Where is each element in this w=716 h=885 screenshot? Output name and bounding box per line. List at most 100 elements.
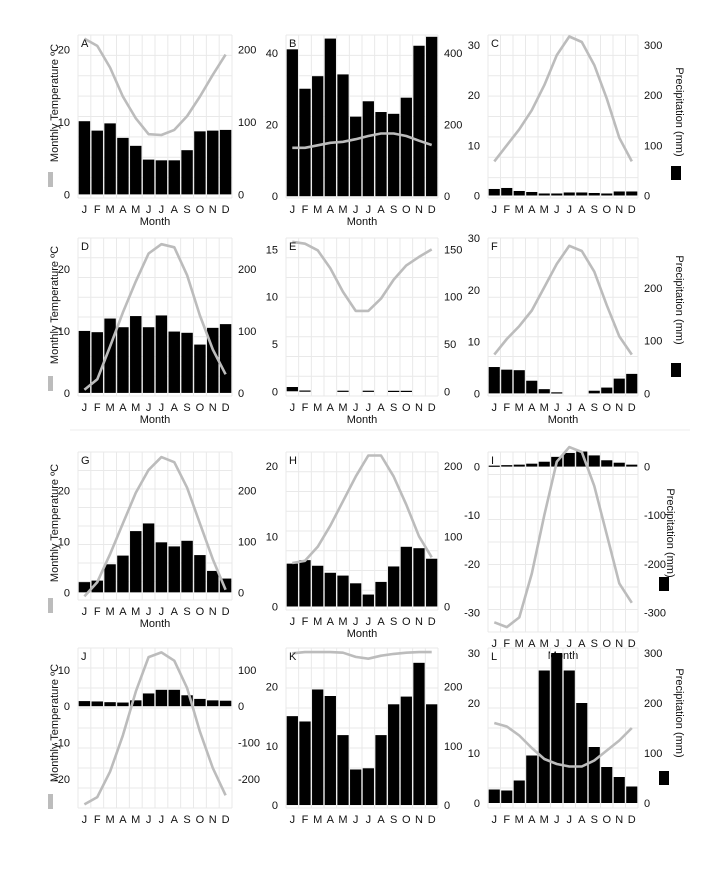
panel-a-xtick: O [196, 204, 205, 216]
panel-i-ytick-left: -20 [464, 559, 480, 571]
panel-h-precip-bar [413, 548, 425, 607]
panel-e-ytick-left: 0 [272, 386, 278, 398]
panel-h-precip-bar [362, 594, 374, 607]
panel-i-ytick-right: 0 [644, 462, 650, 474]
panel-b-xtick: J [353, 204, 359, 216]
panel-e-xtick: J [353, 402, 359, 414]
panel-c-precip-bar [551, 193, 563, 196]
panel-b-precip-bar [312, 76, 324, 197]
panel-h-ytick-left: 20 [266, 461, 278, 473]
panel-i-precip-bar [613, 462, 625, 467]
panel-l-xtick: O [602, 814, 611, 826]
panel-b-ytick-right: 200 [444, 120, 462, 132]
panel-h-precip-bar [400, 546, 412, 607]
panel-l-ytick-right: 0 [644, 798, 650, 810]
temperature-legend-swatch [48, 376, 53, 391]
panel-c-xtick: M [515, 204, 524, 216]
panel-j-precip-bar [219, 700, 232, 707]
panel-f-xtick: J [554, 402, 560, 414]
panel-l-ytick-left: 10 [468, 748, 480, 760]
panel-l-precip-bar [551, 653, 563, 803]
panel-l-precip-bar [613, 777, 625, 803]
panel-k-precip-bar [362, 768, 374, 806]
panel-e-xtick: D [428, 402, 436, 414]
panel-i-ytick-right: -300 [644, 608, 666, 620]
panel-a-xtick: N [209, 204, 217, 216]
panel-c-xtick: D [628, 204, 636, 216]
panel-g-xtick: M [131, 606, 140, 618]
panel-k-precip-bar [286, 716, 298, 806]
panel-k-temperature-line [292, 650, 432, 661]
panel-h-xtick: A [377, 616, 385, 628]
panel-b-xtick: A [377, 204, 385, 216]
panel-c-precip-bar [501, 187, 513, 196]
panel-b-precip-bar [337, 74, 349, 197]
panel-h-xtick: N [415, 616, 423, 628]
panel-i-precip-bar [526, 463, 538, 467]
panel-l-precip-bar [563, 670, 575, 803]
panel-i-precip-bar [513, 464, 525, 467]
panel-e-xtick: S [390, 402, 397, 414]
panel-k-ytick-right: 200 [444, 682, 462, 694]
panel-d-xtick: D [222, 402, 230, 414]
panel-g-xtick: O [196, 606, 205, 618]
panel-c-xtick: A [528, 204, 536, 216]
panel-c-ytick-right: 100 [644, 140, 662, 152]
panel-g-precip-bar [104, 564, 116, 593]
panel-e-xtick: A [377, 402, 385, 414]
panel-f-xtick: J [567, 402, 573, 414]
panel-h-ytick-left: 0 [272, 601, 278, 613]
panel-f-ytick-left: 0 [474, 388, 480, 400]
panel-c-precip-bar [601, 193, 613, 196]
panel-j-xtick: J [82, 814, 88, 826]
panel-f-ytick-right: 0 [644, 388, 650, 400]
panel-d-precip-bar [78, 330, 91, 393]
panel-i-ytick-left: -10 [464, 510, 480, 522]
panel-c-xtick: J [567, 204, 573, 216]
panel-h-xtick: J [353, 616, 359, 628]
panel-c-xtick: J [554, 204, 560, 216]
panel-d-xtick: N [209, 402, 217, 414]
panel-i-xtick: M [540, 638, 549, 650]
panel-c-xtick: S [591, 204, 598, 216]
y-label-left-row2: Monthly Temperature ºC [49, 246, 61, 364]
y-label-right-row1: Precipitation (mm) [673, 67, 685, 156]
y-label-right-row3: Precipitation (mm) [664, 488, 676, 577]
y-label-right-row4: Precipitation (mm) [673, 668, 685, 757]
panel-b-ytick-right: 0 [444, 191, 450, 203]
panel-g-precip-bar [155, 542, 168, 593]
panel-c-precip-bar [513, 190, 525, 196]
panel-j-ytick-right: 0 [238, 701, 244, 713]
panel-d-temperature-line [83, 242, 227, 391]
panel-f-ytick-right: 200 [644, 283, 662, 295]
panel-h-precip-bar [324, 572, 336, 607]
panel-a-precip-bar [104, 123, 116, 195]
panel-l-xtick: J [567, 814, 573, 826]
panel-g-xtick: J [146, 606, 152, 618]
panel-f-xlabel: Month [548, 414, 579, 426]
panel-a-xtick: J [159, 204, 165, 216]
panel-j-precip-bar [91, 701, 103, 707]
panel-k-precip-bar [337, 735, 349, 806]
panel-a-xtick: A [119, 204, 127, 216]
panel-i-ytick-left: -30 [464, 608, 480, 620]
panel-c-ytick-left: 20 [468, 90, 480, 102]
panel-b-xtick: F [302, 204, 309, 216]
panel-g-precip-bar [168, 546, 180, 593]
panel-h-ytick-right: 100 [444, 531, 462, 543]
panel-a-xtick: J [82, 204, 88, 216]
panel-j-ytick-right: -200 [238, 774, 260, 786]
panel-k-xtick: M [338, 814, 347, 826]
panel-f-xtick: A [528, 402, 536, 414]
panel-a-temperature-line [83, 37, 227, 137]
panel-c-xtick: N [615, 204, 623, 216]
panel-a-precip-bar [130, 145, 142, 195]
panel-g-precip-bar [78, 582, 91, 593]
panel-b-xtick: S [390, 204, 397, 216]
panel-h-ytick-left: 10 [266, 531, 278, 543]
panel-k-ytick-right: 100 [444, 741, 462, 753]
panel-j-xtick: N [209, 814, 217, 826]
panel-h-precip-bar [350, 583, 362, 607]
panel-d-ytick-right: 200 [238, 264, 256, 276]
panel-g-letter: G [81, 455, 90, 467]
